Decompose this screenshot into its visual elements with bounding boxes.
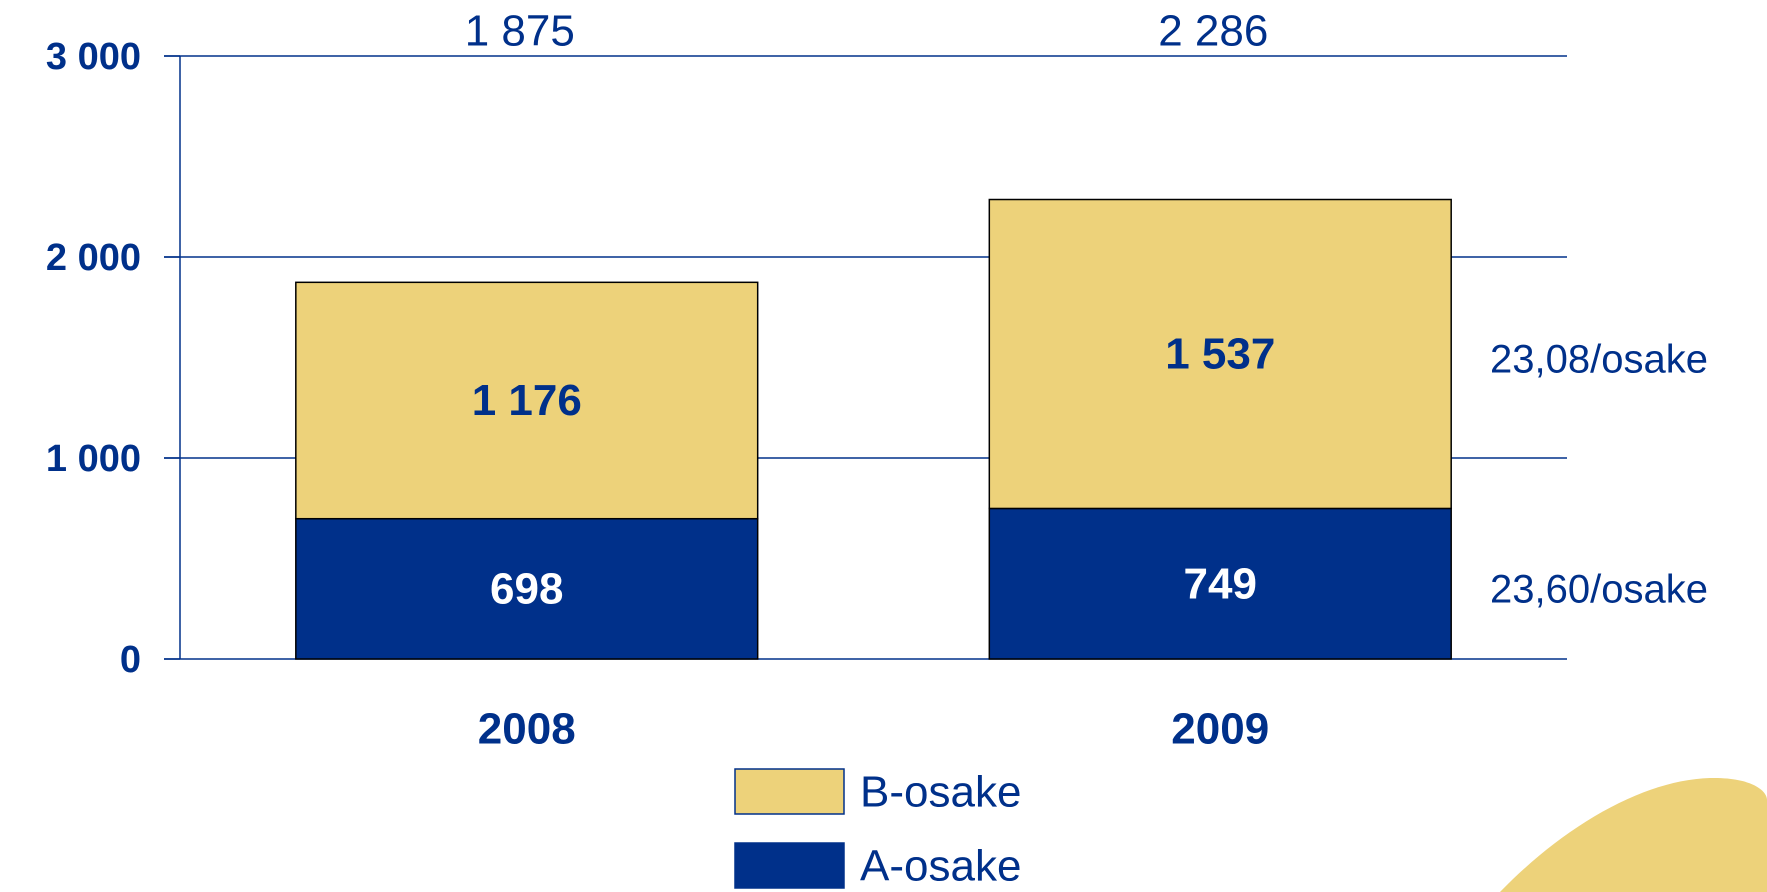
annotation: 23,08/osake	[1490, 338, 1708, 382]
y-tick-label: 1 000	[46, 438, 141, 480]
legend-swatch	[735, 843, 844, 888]
total-label: 1 875	[465, 7, 575, 56]
legend-swatch	[735, 769, 844, 814]
y-tick-label: 2 000	[46, 237, 141, 279]
data-label: 1 176	[472, 376, 582, 425]
legend-label: B-osake	[860, 768, 1021, 817]
data-label: 698	[490, 564, 563, 613]
x-tick-label: 2009	[1171, 705, 1269, 754]
y-tick-label: 0	[120, 639, 141, 681]
total-label: 2 286	[1158, 7, 1268, 56]
decoration	[1500, 778, 1767, 892]
chart: 0 1 000 2 000 3 000 698 1 176 1 875 2008 749 23,6…	[0, 0, 1767, 892]
legend-label: A-osake	[860, 842, 1021, 891]
data-label: 749	[1184, 559, 1257, 608]
data-label: 1 537	[1165, 330, 1275, 379]
x-tick-label: 2008	[478, 705, 576, 754]
page: {"chart_data": {"type": "stacked-bar", "…	[0, 0, 1767, 892]
annotation: 23,60/osake	[1490, 567, 1708, 611]
y-tick-label: 3 000	[46, 36, 141, 78]
